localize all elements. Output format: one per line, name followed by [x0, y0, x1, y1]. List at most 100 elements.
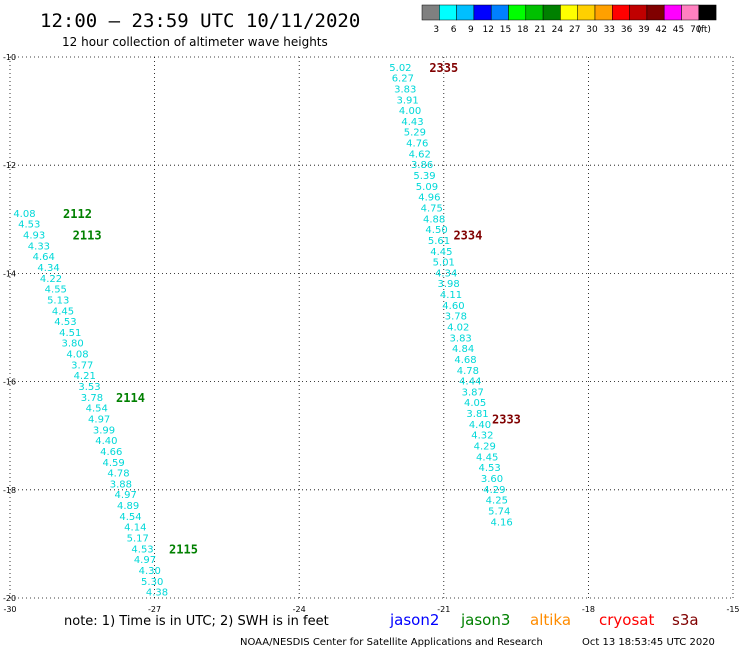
wave-height-value: 4.14 [124, 523, 146, 534]
color-scale-label: 15 [500, 25, 511, 35]
wave-height-value: 4.08 [66, 350, 88, 361]
wave-height-value: 3.60 [481, 474, 503, 485]
footer-note: note: 1) Time is in UTC; 2) SWH is in fe… [64, 614, 329, 629]
wave-height-values: 4.084.534.934.334.644.344.224.555.134.45… [13, 63, 512, 599]
wave-height-value: 5.13 [47, 295, 69, 306]
wave-height-value: 4.89 [117, 501, 139, 512]
wave-height-value: 3.98 [437, 279, 459, 290]
wave-height-value: 5.39 [413, 171, 435, 182]
wave-height-value: 5.61 [428, 236, 450, 247]
legend-item-s3a: s3a [672, 611, 699, 629]
color-scale-bar: 3 6 9 12 15 18 21 24 27 30 33 36 39 42 45 70(ft) [421, 4, 717, 35]
wave-height-value: 4.53 [18, 220, 40, 231]
color-swatch [698, 4, 717, 21]
wave-height-value: 4.78 [107, 469, 129, 480]
wave-height-value: 4.51 [59, 328, 81, 339]
wave-height-value: 4.78 [457, 366, 479, 377]
wave-height-value: 4.11 [440, 290, 462, 301]
color-swatch [681, 4, 700, 21]
wave-height-value: 4.44 [459, 377, 481, 388]
color-swatch [560, 4, 578, 21]
wave-height-value: 4.33 [28, 241, 50, 252]
wave-height-value: 4.08 [13, 209, 35, 220]
wave-height-value: 3.91 [397, 95, 419, 106]
wave-height-value: 4.00 [399, 106, 421, 117]
wave-height-value: 4.34 [37, 263, 59, 274]
y-tick-label: -12 [3, 161, 16, 170]
wave-height-value: 4.22 [40, 274, 62, 285]
wave-height-value: 5.29 [404, 128, 426, 139]
wave-height-value: 4.96 [418, 193, 440, 204]
legend-item-jason3: jason3 [460, 611, 510, 629]
wave-height-value: 4.53 [131, 544, 153, 555]
wave-height-value: 4.16 [491, 517, 513, 528]
wave-height-value: 4.38 [146, 588, 168, 599]
track-label: 2113 [73, 229, 102, 243]
y-tick-label: -10 [3, 53, 16, 62]
wave-height-value: 4.05 [464, 398, 486, 409]
legend-item-altika: altika [530, 611, 571, 629]
color-swatch [439, 4, 457, 21]
wave-height-value: 3.53 [78, 382, 100, 393]
wave-height-value: 4.55 [45, 285, 67, 296]
x-tick-label: -21 [437, 605, 450, 614]
wave-height-value: 4.30 [139, 566, 161, 577]
wave-height-value: 3.83 [450, 333, 472, 344]
color-scale-label: 33 [604, 25, 615, 35]
x-tick-label: -24 [293, 605, 306, 614]
y-tick-label: -18 [3, 486, 16, 495]
wave-height-value: 4.60 [442, 301, 464, 312]
color-swatch [663, 4, 682, 21]
color-scale-label: 30 [586, 25, 598, 35]
wave-height-value: 4.21 [74, 371, 96, 382]
color-swatch [646, 4, 665, 21]
wave-height-value: 3.99 [93, 425, 115, 436]
wave-height-value: 4.76 [406, 139, 428, 150]
wave-height-value: 5.17 [127, 533, 149, 544]
track-label: 2115 [169, 542, 198, 556]
track-label: 2112 [63, 207, 92, 221]
wave-height-value: 4.84 [452, 344, 474, 355]
wave-height-value: 4.32 [471, 431, 493, 442]
wave-height-value: 4.45 [430, 247, 452, 258]
axis-ticks: -30 -27 -24 -21 -18 -15 -10 -12 -14 -16 -18 -20 [3, 53, 740, 614]
footer-credit: NOAA/NESDIS Center for Satellite Applica… [240, 637, 543, 648]
color-scale-label: 9 [468, 25, 474, 35]
wave-height-value: 3.78 [81, 393, 103, 404]
wave-height-value: 4.97 [134, 555, 156, 566]
wave-height-value: 4.02 [447, 323, 469, 334]
wave-height-value: 3.88 [110, 479, 132, 490]
footer-timestamp: Oct 13 18:53:45 UTC 2020 [582, 637, 715, 648]
wave-height-value: 5.01 [433, 258, 455, 269]
track-label: 2333 [492, 412, 521, 426]
wave-height-value: 4.54 [86, 404, 108, 415]
legend-item-cryosat: cryosat [599, 611, 654, 629]
wave-height-value: 4.59 [102, 458, 124, 469]
wave-height-value: 4.53 [54, 317, 76, 328]
satellite-legend: jason2 jason3 altika cryosat s3a [389, 611, 699, 629]
wave-height-value: 4.53 [478, 463, 500, 474]
track-label: 2335 [429, 61, 458, 75]
color-scale-label: 21 [534, 25, 545, 35]
color-swatch [577, 4, 596, 21]
color-swatch [612, 4, 630, 21]
wave-height-value: 4.54 [119, 512, 141, 523]
wave-height-value: 4.43 [401, 117, 423, 128]
chart-subtitle: 12 hour collection of altimeter wave hei… [62, 35, 328, 49]
x-tick-label: -30 [3, 605, 16, 614]
wave-height-value: 4.25 [486, 496, 508, 507]
wave-height-value: 4.97 [115, 490, 137, 501]
wave-height-value: 4.75 [421, 203, 443, 214]
color-scale-label: 3 [433, 25, 439, 35]
y-tick-label: -14 [3, 269, 16, 278]
color-swatch [421, 4, 440, 21]
color-scale-label: 70 [690, 25, 702, 35]
color-scale-label: 39 [638, 25, 650, 35]
wave-height-value: 4.97 [88, 414, 110, 425]
wave-height-value: 4.34 [435, 268, 457, 279]
chart-title: 12:00 – 23:59 UTC 10/11/2020 [40, 10, 360, 32]
track-label: 2334 [453, 229, 482, 243]
color-swatch [594, 4, 613, 21]
color-swatch [525, 4, 544, 21]
